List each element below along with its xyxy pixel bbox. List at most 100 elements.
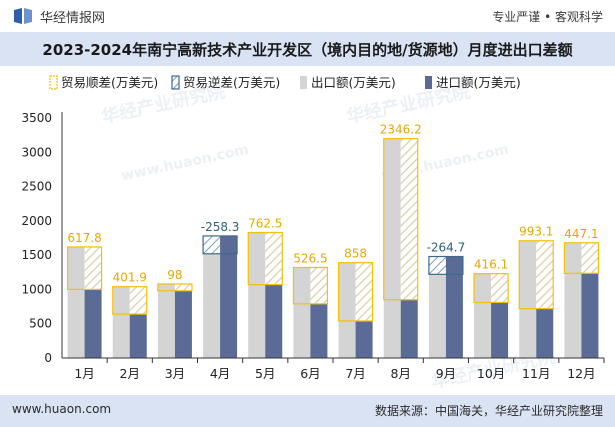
surplus-outline — [563, 242, 600, 274]
x-tick-label: 2月 — [120, 366, 140, 381]
import-bar — [491, 302, 509, 358]
import-bar — [129, 314, 147, 358]
import-bar — [220, 235, 238, 358]
import-bar — [84, 289, 102, 358]
y-tick-label: 2500 — [21, 180, 52, 194]
legend-label: 贸易逆差(万美元) — [183, 75, 280, 90]
export-bar — [564, 242, 582, 358]
balance-label: 762.5 — [248, 217, 282, 231]
balance-label: 447.1 — [564, 227, 598, 241]
export-bar — [248, 232, 266, 358]
y-tick-label: 1500 — [21, 248, 52, 262]
surplus-bar — [129, 286, 147, 315]
export-bar — [428, 274, 446, 358]
month-group: -258.3 — [201, 220, 240, 358]
surplus-bar — [310, 267, 328, 304]
balance-label: 993.1 — [519, 225, 553, 239]
export-bar — [203, 253, 221, 358]
import-bar — [445, 256, 463, 358]
import-bar — [536, 308, 554, 358]
surplus-outline — [157, 283, 193, 292]
import-bar — [400, 299, 418, 358]
deficit-bar — [428, 256, 446, 275]
bars-group: 617.8 401.9 98 -258.3 762.5 526.5 858 2346.2 -26… — [66, 123, 600, 358]
legend-label: 出口额(万美元) — [311, 75, 396, 90]
deficit-outline — [202, 235, 238, 255]
y-tick-label: 500 — [29, 317, 52, 331]
balance-label: 526.5 — [293, 251, 327, 265]
x-tick-label: 5月 — [255, 366, 275, 381]
chart-title: 2023-2024年南宁高新技术产业开发区（境内目的地/货源地）月度进出口差额 — [42, 41, 573, 59]
surplus-bar — [491, 273, 509, 303]
website-text: www.huaon.com — [12, 402, 112, 416]
top-bar: 华经情报网 专业严谨 • 客观科学 — [0, 0, 615, 32]
x-tick-label: 4月 — [210, 366, 230, 381]
export-bar — [338, 262, 356, 358]
import-bar — [355, 320, 373, 358]
surplus-outline — [66, 246, 103, 291]
title-bar: 2023-2024年南宁高新技术产业开发区（境内目的地/货源地）月度进出口差额 — [0, 32, 615, 66]
month-group: 993.1 — [518, 225, 554, 358]
month-group: 98 — [157, 268, 193, 358]
x-axis: 1月 2月 3月 4月 5月 6月 7月 8月 9月 10月 11月 12月 — [62, 357, 605, 381]
month-group: 762.5 — [247, 217, 283, 358]
x-tick-label: 12月 — [567, 366, 595, 381]
legend-item-export: 出口额(万美元) — [300, 75, 396, 90]
legend-item-import: 进口额(万美元) — [425, 75, 521, 90]
surplus-bar — [174, 283, 192, 291]
huajing-logo-icon — [14, 8, 32, 24]
export-bar — [293, 267, 311, 358]
surplus-bar — [536, 240, 554, 309]
month-group: 858 — [337, 247, 374, 358]
data-source-text: 数据来源：中国海关，华经产业研究院整理 — [374, 404, 603, 418]
export-bar — [112, 286, 130, 358]
deficit-bar — [203, 235, 221, 254]
legend-label: 贸易顺差(万美元) — [61, 75, 158, 90]
x-tick-label: 1月 — [74, 366, 94, 381]
export-bar — [519, 240, 537, 358]
y-tick-label: 3000 — [21, 145, 52, 159]
x-tick-label: 9月 — [436, 366, 456, 381]
import-bar — [310, 303, 328, 358]
slogan: 专业严谨 • 客观科学 — [492, 10, 603, 24]
y-tick-label: 2000 — [21, 214, 52, 228]
x-tick-label: 7月 — [345, 366, 365, 381]
import-bar — [174, 290, 192, 358]
legend-swatch — [300, 76, 307, 89]
surplus-outline — [337, 262, 374, 322]
x-tick-label: 6月 — [300, 366, 320, 381]
bar-chart: 贸易顺差(万美元) 贸易逆差(万美元) 出口额(万美元) 进口额(万美元) 0 500 1… — [21, 75, 605, 381]
chart-legend: 贸易顺差(万美元) 贸易逆差(万美元) 出口额(万美元) 进口额(万美元) — [49, 75, 521, 90]
import-bar — [265, 284, 283, 358]
balance-label: -264.7 — [427, 241, 466, 255]
legend-item-surplus: 贸易顺差(万美元) — [49, 75, 158, 90]
balance-label: 416.1 — [474, 258, 508, 272]
surplus-outline — [518, 240, 554, 310]
month-group: 617.8 — [66, 231, 103, 358]
balance-label: 2346.2 — [380, 123, 422, 137]
balance-label: 98 — [167, 268, 182, 282]
month-group: -264.7 — [427, 241, 466, 358]
surplus-bar — [581, 242, 599, 274]
x-tick-label: 10月 — [477, 366, 505, 381]
surplus-bar — [400, 138, 418, 300]
surplus-bar — [265, 232, 283, 285]
x-tick-label: 8月 — [391, 366, 411, 381]
export-bar — [157, 283, 175, 358]
export-bar — [383, 138, 401, 358]
y-tick-label: 0 — [44, 351, 52, 365]
legend-label: 进口额(万美元) — [436, 75, 521, 90]
y-axis: 0 500 1000 1500 2000 2500 3000 3500 — [21, 111, 63, 365]
surplus-outline — [292, 266, 329, 305]
balance-label: 858 — [344, 247, 367, 261]
y-tick-label: 3500 — [21, 111, 52, 125]
legend-swatch — [171, 75, 180, 90]
balance-label: 617.8 — [67, 231, 101, 245]
surplus-outline — [247, 231, 283, 286]
balance-label: -258.3 — [201, 220, 240, 234]
export-bar — [67, 246, 85, 358]
balance-label: 401.9 — [113, 271, 147, 285]
month-group: 447.1 — [563, 227, 600, 358]
month-group: 2346.2 — [380, 123, 422, 358]
surplus-outline — [383, 137, 419, 301]
